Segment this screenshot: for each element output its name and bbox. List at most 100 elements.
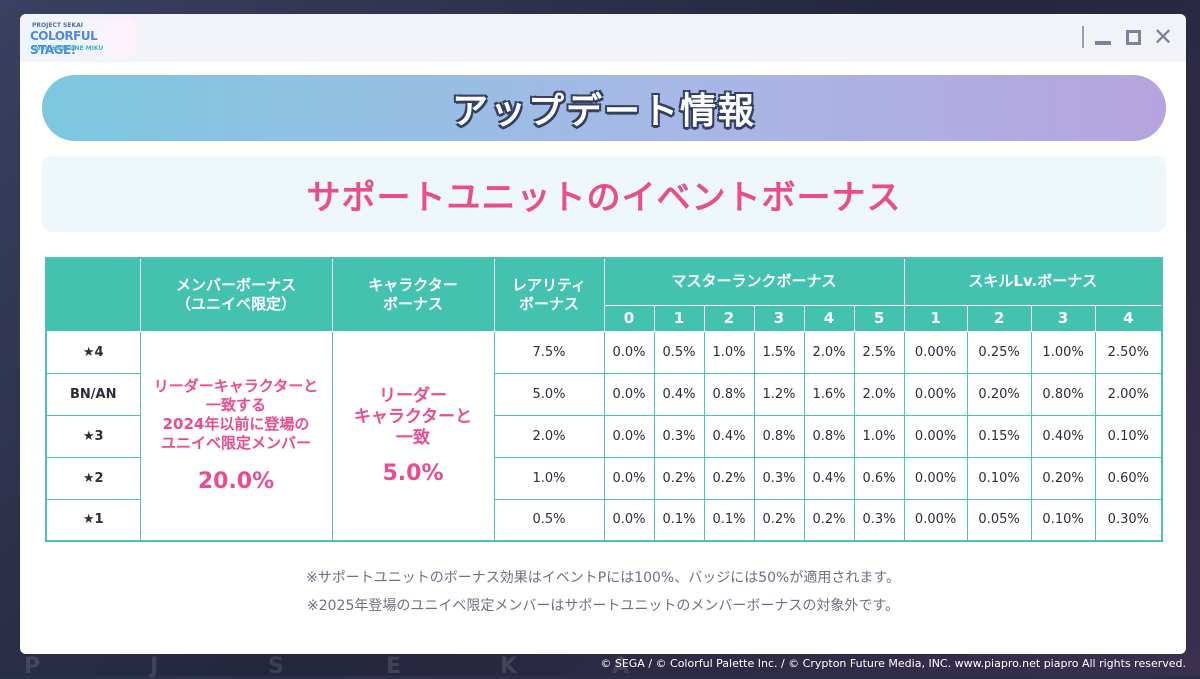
table-row: ★1 0.5% 0.0% 0.1% 0.1% 0.2% 0.2% 0.3% 0.… <box>45 498 1163 542</box>
master-rank-level: 4 <box>803 304 855 332</box>
master-rank-value: 0.2% <box>653 456 705 500</box>
rarity-bonus-value: 7.5% <box>493 330 605 374</box>
skill-level-value: 0.10% <box>1094 414 1163 458</box>
character-bonus-cell: リーダー キャラクターと 一致 5.0% <box>331 330 495 542</box>
master-rank-value: 2.0% <box>803 330 855 374</box>
footnote: ※2025年登場のユニイベ限定メンバーはサポートユニットのメンバーボーナスの対象… <box>307 598 899 614</box>
close-button[interactable]: ✕ <box>1152 23 1174 51</box>
member-bonus-value: 20.0% <box>197 469 275 495</box>
table-row: BN/AN 5.0% 0.0% 0.4% 0.8% 1.2% 1.6% 2.0%… <box>45 372 1163 416</box>
skill-level-value: 0.10% <box>1030 498 1096 542</box>
rarity-bonus-value: 0.5% <box>493 498 605 542</box>
header-row: メンバーボーナス （ユニイベ限定） キャラクター ボーナス レアリティ ボーナス… <box>45 257 1163 332</box>
rarity-label: ★2 <box>45 456 141 500</box>
master-rank-value: 0.2% <box>753 498 805 542</box>
logo-sub-text: feat. HATSUNE MIKU <box>34 45 104 52</box>
skill-level-value: 0.80% <box>1030 372 1096 416</box>
rarity-bonus-value: 1.0% <box>493 456 605 500</box>
controls-divider <box>1082 26 1084 48</box>
master-rank-value: 0.3% <box>653 414 705 458</box>
header-banner: アップデート情報 <box>42 75 1166 141</box>
rarity-label: BN/AN <box>45 372 141 416</box>
update-info-window: PROJECT SEKAI COLORFUL STAGE! feat. HATS… <box>20 14 1186 654</box>
skill-level-value: 0.00% <box>903 372 968 416</box>
master-rank-value: 0.8% <box>803 414 855 458</box>
skill-bonus-header: スキルLv.ボーナス <box>903 257 1163 306</box>
level-header-row: 0 1 2 3 4 5 1 2 3 4 <box>46 304 1163 332</box>
master-rank-value: 1.2% <box>753 372 805 416</box>
master-rank-value: 1.0% <box>853 414 905 458</box>
master-rank-value: 0.2% <box>703 456 755 500</box>
rarity-bonus-value: 2.0% <box>493 414 605 458</box>
rarity-bonus-value: 5.0% <box>493 372 605 416</box>
skill-level-value: 2.50% <box>1094 330 1163 374</box>
table-row: ★4 リーダーキャラクターと 一致する 2024年以前に登場の ユニイベ限定メン… <box>45 330 1163 542</box>
skill-level-value: 0.40% <box>1030 414 1096 458</box>
background-letter: S <box>268 654 284 679</box>
background-letter: J <box>150 654 159 679</box>
master-rank-value: 0.4% <box>803 456 855 500</box>
master-rank-value: 1.6% <box>803 372 855 416</box>
skill-level: 2 <box>966 304 1032 332</box>
skill-level-value: 0.15% <box>966 414 1032 458</box>
master-rank-value: 2.0% <box>853 372 905 416</box>
member-bonus-cell: リーダーキャラクターと 一致する 2024年以前に登場の ユニイベ限定メンバー … <box>139 330 333 542</box>
character-bonus-value: 5.0% <box>382 460 444 486</box>
rarity-bonus-header: レアリティ ボーナス <box>493 257 605 332</box>
master-rank-value: 0.0% <box>603 498 655 542</box>
master-rank-value: 0.3% <box>853 498 905 542</box>
master-rank-level: 5 <box>853 304 905 332</box>
minimize-icon <box>1095 41 1111 45</box>
bonus-table: メンバーボーナス （ユニイベ限定） キャラクター ボーナス レアリティ ボーナス… <box>45 257 1164 542</box>
master-rank-value: 2.5% <box>853 330 905 374</box>
master-rank-level: 1 <box>653 304 705 332</box>
skill-level-value: 0.00% <box>903 414 968 458</box>
background-letter: K <box>500 654 518 679</box>
logo-main-text: COLORFUL STAGE! <box>30 29 98 57</box>
skill-level: 3 <box>1030 304 1096 332</box>
master-rank-value: 1.0% <box>703 330 755 374</box>
table-row: ★2 1.0% 0.0% 0.2% 0.2% 0.3% 0.4% 0.6% 0.… <box>45 456 1163 500</box>
skill-level-value: 1.00% <box>1030 330 1096 374</box>
maximize-button[interactable] <box>1122 26 1144 48</box>
master-rank-value: 0.5% <box>653 330 705 374</box>
skill-level-value: 0.05% <box>966 498 1032 542</box>
skill-level-value: 0.00% <box>903 330 968 374</box>
maximize-icon <box>1125 29 1141 45</box>
window-controls: ✕ <box>1082 23 1174 51</box>
skill-level-value: 2.00% <box>1094 372 1163 416</box>
rarity-label: ★1 <box>45 498 141 542</box>
skill-level-value: 0.10% <box>966 456 1032 500</box>
skill-level-value: 0.25% <box>966 330 1032 374</box>
master-rank-level: 2 <box>703 304 755 332</box>
skill-level-value: 0.00% <box>903 456 968 500</box>
master-rank-level: 3 <box>753 304 805 332</box>
master-rank-level: 0 <box>603 304 655 332</box>
master-rank-value: 0.0% <box>603 414 655 458</box>
minimize-button[interactable] <box>1092 26 1114 48</box>
background-letter: A <box>612 654 630 679</box>
master-rank-value: 0.3% <box>753 456 805 500</box>
skill-level-value: 0.00% <box>903 498 968 542</box>
character-bonus-text: リーダー キャラクターと 一致 <box>353 385 473 448</box>
master-rank-bonus-header: マスターランクボーナス <box>603 257 905 306</box>
title-bar: PROJECT SEKAI COLORFUL STAGE! feat. HATS… <box>20 14 1186 62</box>
rarity-label: ★4 <box>45 330 141 374</box>
header-empty <box>45 257 141 332</box>
master-rank-value: 0.2% <box>803 498 855 542</box>
table-row: ★3 2.0% 0.0% 0.3% 0.4% 0.8% 0.8% 1.0% 0.… <box>45 414 1163 458</box>
master-rank-value: 0.4% <box>653 372 705 416</box>
copyright-text: © SEGA / © Colorful Palette Inc. / © Cry… <box>600 657 1186 670</box>
close-icon: ✕ <box>1152 23 1174 51</box>
master-rank-value: 0.1% <box>703 498 755 542</box>
member-bonus-text: リーダーキャラクターと 一致する 2024年以前に登場の ユニイベ限定メンバー <box>153 377 319 453</box>
skill-level-value: 0.20% <box>1030 456 1096 500</box>
skill-level-value: 0.20% <box>966 372 1032 416</box>
master-rank-value: 0.8% <box>753 414 805 458</box>
master-rank-value: 0.6% <box>853 456 905 500</box>
master-rank-value: 0.1% <box>653 498 705 542</box>
member-bonus-header: メンバーボーナス （ユニイベ限定） <box>139 257 333 332</box>
footnote: ※サポートユニットのボーナス効果はイベントPには100%、バッジには50%が適用… <box>306 570 900 586</box>
skill-level: 1 <box>903 304 968 332</box>
rarity-label: ★3 <box>45 414 141 458</box>
